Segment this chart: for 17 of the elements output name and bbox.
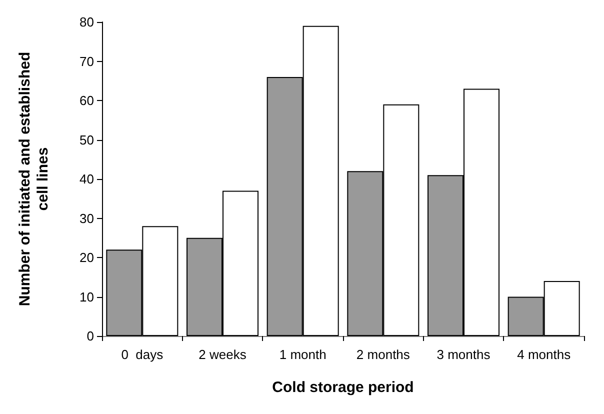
y-tick-label: 10 xyxy=(80,289,94,304)
y-tick-label: 80 xyxy=(80,14,94,30)
x-tick-label: 4 months xyxy=(517,347,572,362)
x-tick-label: 2 weeks xyxy=(198,347,247,362)
y-tick-label: 50 xyxy=(80,132,94,148)
y-tick-label: 70 xyxy=(80,54,94,69)
x-tick-label: 0 days xyxy=(121,347,164,362)
y-tick-label: 60 xyxy=(80,93,94,108)
x-tick-label: 2 months xyxy=(356,347,410,362)
x-axis-title: Cold storage period xyxy=(272,379,414,396)
y-axis-title: Number of initiated and established cell lines xyxy=(16,52,52,306)
x-tick-label: 1 month xyxy=(279,347,326,362)
y-tick-label: 30 xyxy=(80,210,94,226)
y-tick-label: 40 xyxy=(80,172,94,186)
x-tick-label: 3 months xyxy=(436,347,491,362)
y-tick-label: 0 xyxy=(86,328,94,344)
y-tick-label: 20 xyxy=(80,250,94,265)
